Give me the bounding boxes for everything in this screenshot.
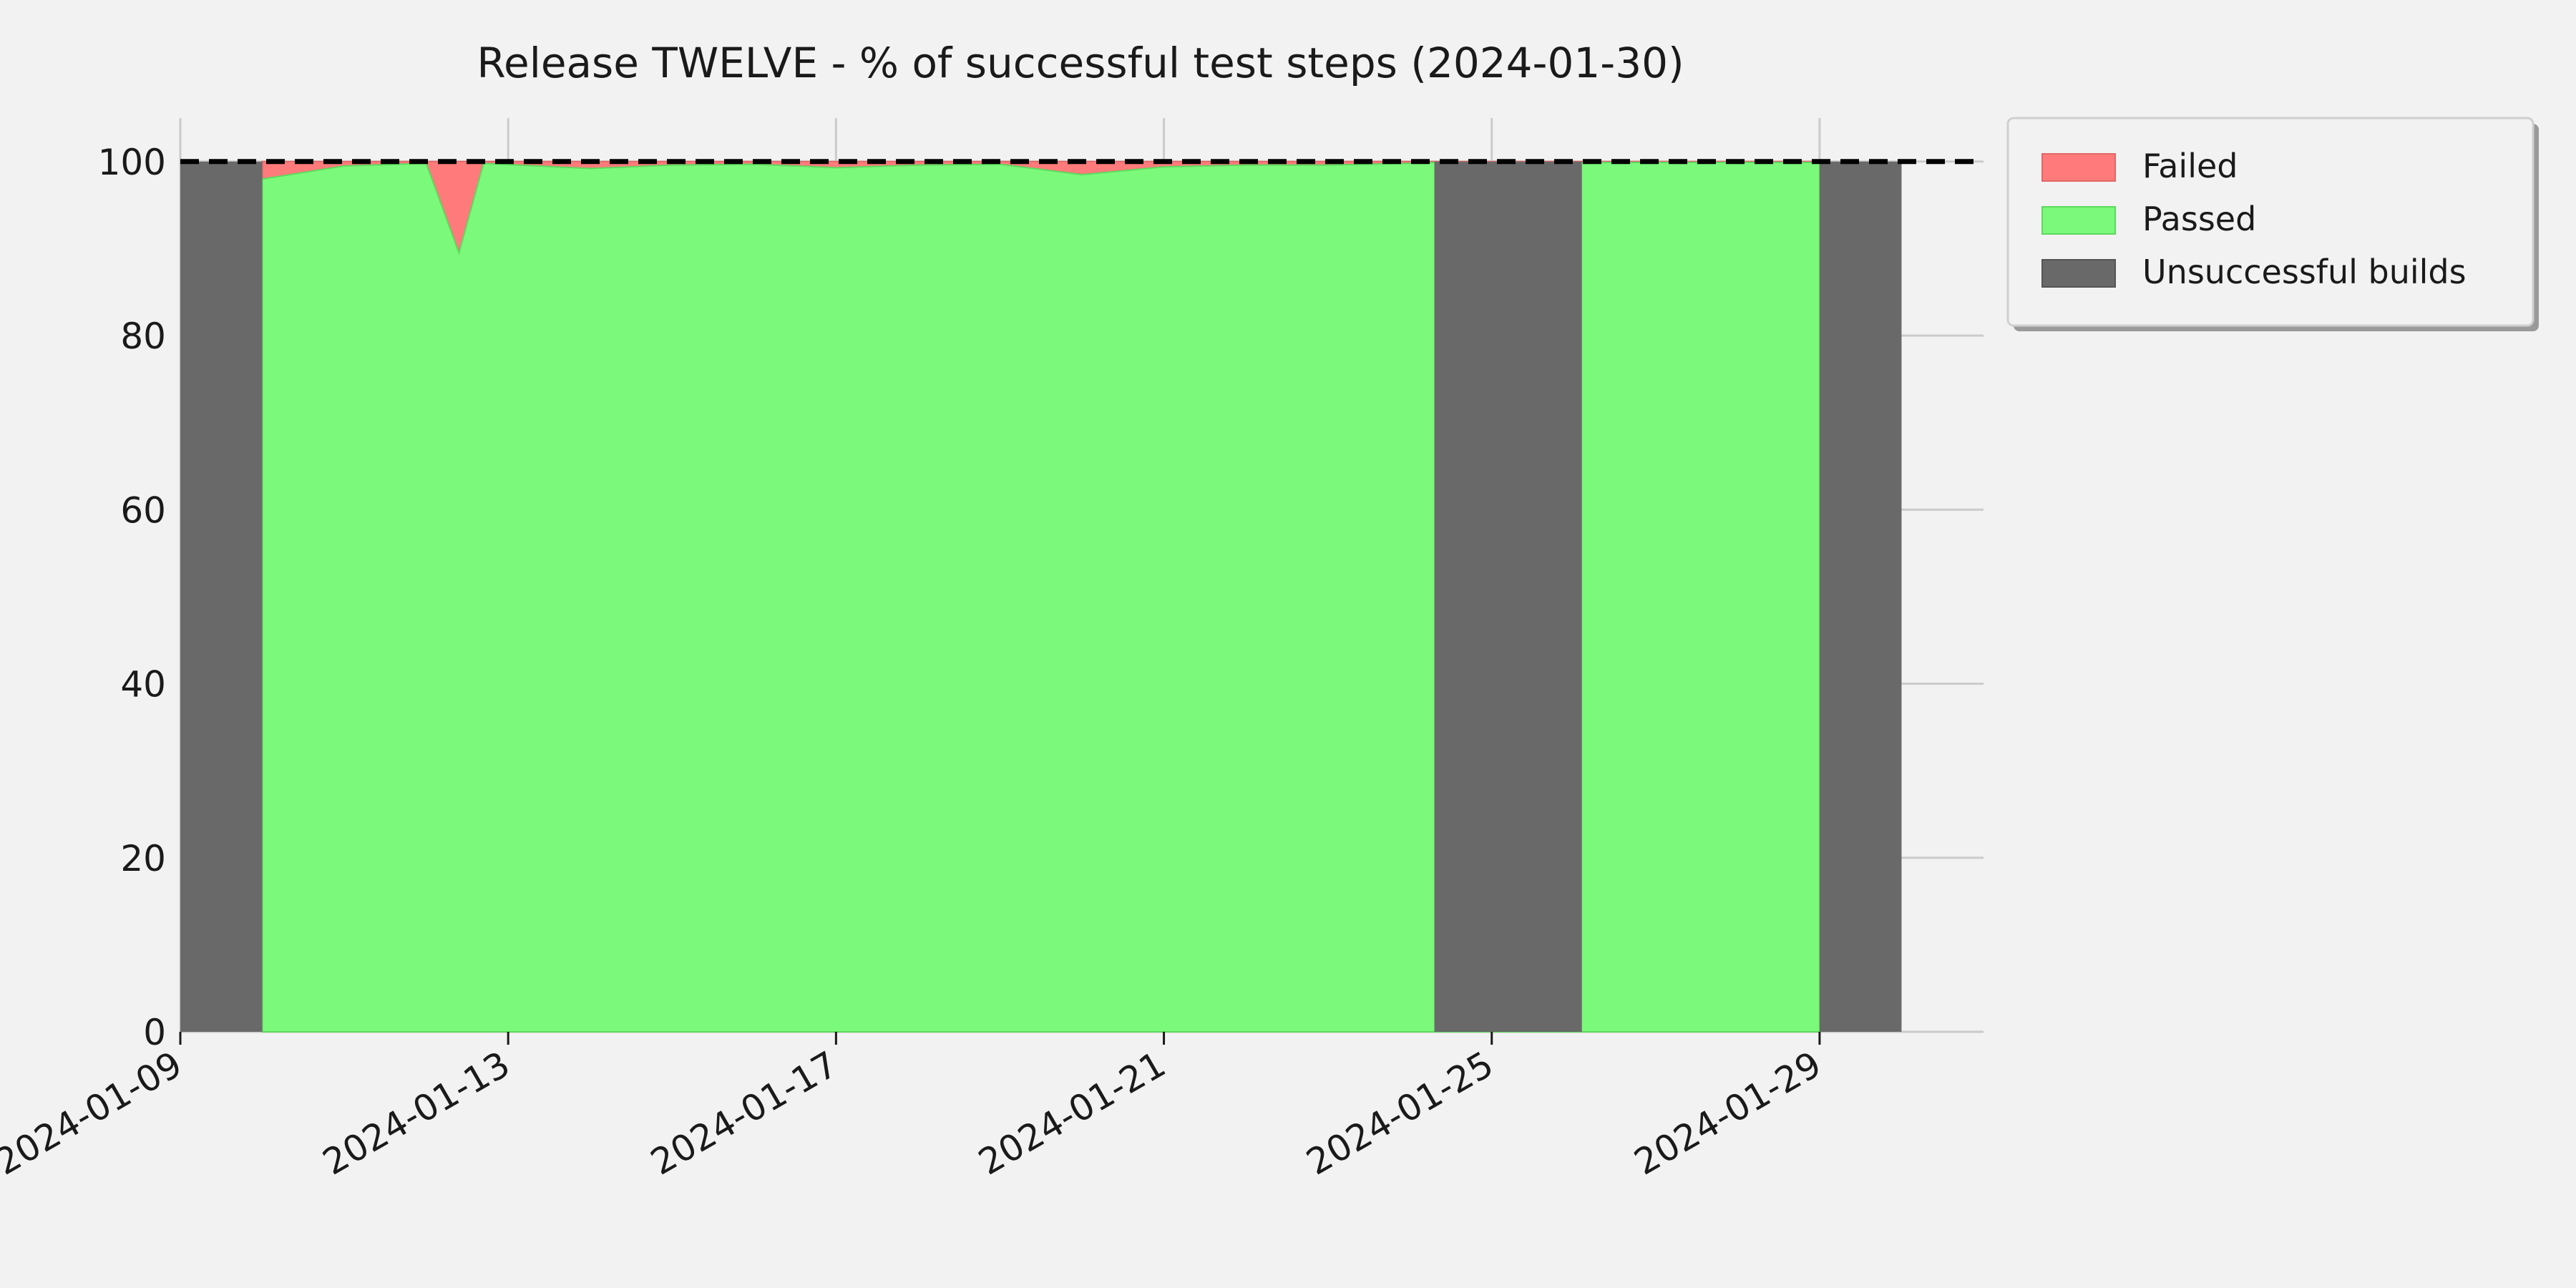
y-tick-label: 20 <box>120 838 166 879</box>
series-areas <box>180 160 1902 1033</box>
y-tick-label: 100 <box>98 142 166 183</box>
passed-area <box>261 162 1820 1033</box>
legend-swatch-failed <box>2041 153 2116 182</box>
legend-label: Failed <box>2142 147 2238 185</box>
y-tick-label: 60 <box>120 489 166 531</box>
y-tick-label: 80 <box>120 316 166 357</box>
unsuccessful-build-bar <box>1819 161 1902 1032</box>
legend-label: Passed <box>2142 200 2256 238</box>
unsuccessful-build-bar <box>180 161 263 1032</box>
chart-title: Release TWELVE - % of successful test st… <box>477 39 1684 87</box>
y-tick-label: 0 <box>143 1012 166 1053</box>
legend-swatch-unsuccessful <box>2041 259 2116 288</box>
legend-swatch-passed <box>2041 206 2116 235</box>
y-tick-label: 40 <box>120 664 166 706</box>
legend-box <box>2006 117 2534 327</box>
unsuccessful-build-bar <box>1434 161 1582 1032</box>
legend: Failed Passed Unsuccessful builds <box>2006 117 2539 331</box>
legend-label: Unsuccessful builds <box>2142 253 2467 291</box>
